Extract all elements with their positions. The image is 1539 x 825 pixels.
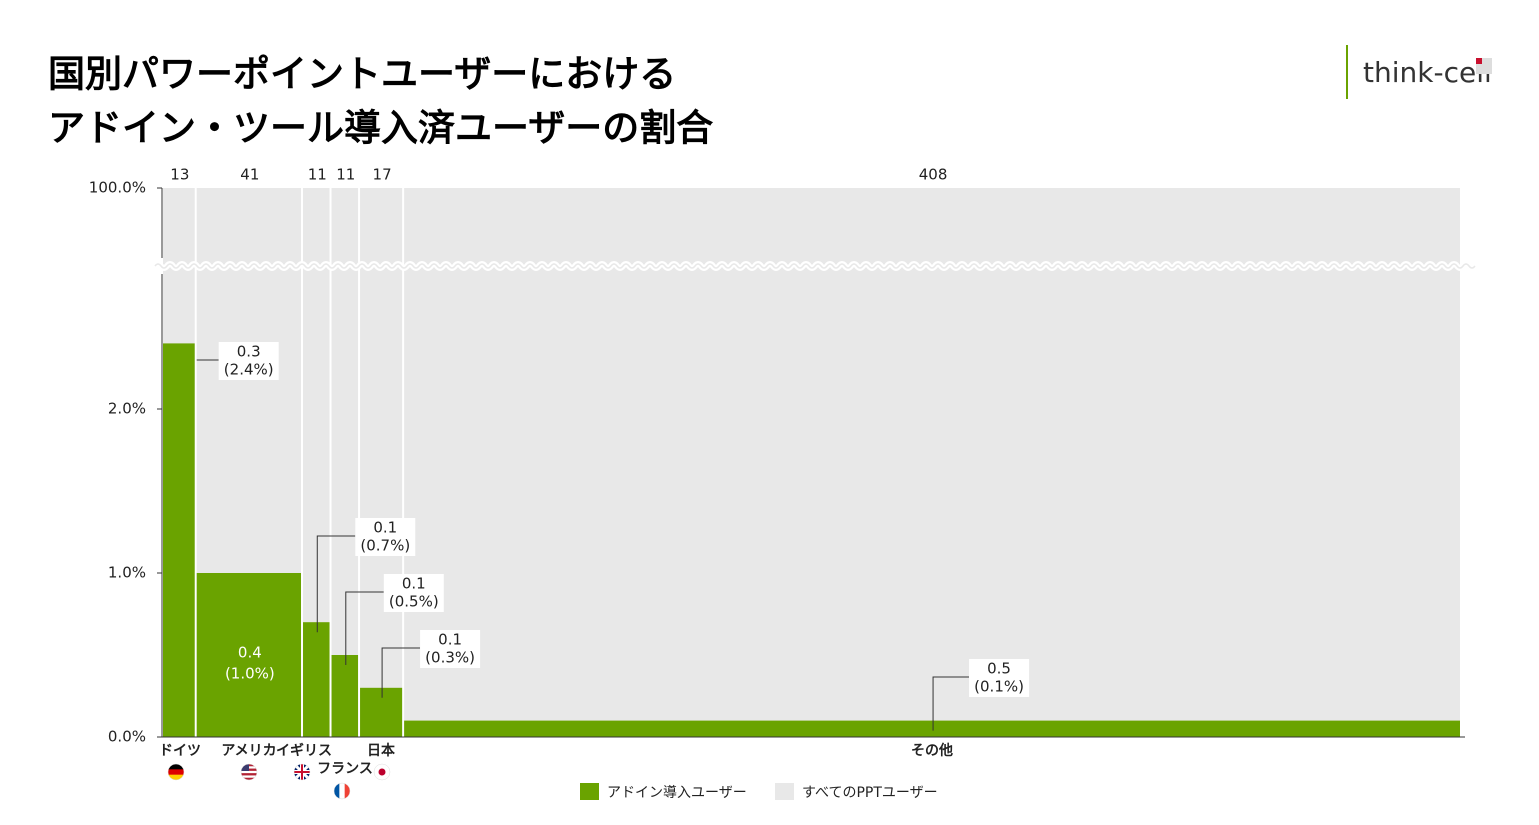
- chart-title: アドイン・ツール導入済ユーザーの割合: [48, 107, 713, 150]
- flag-canton: [241, 764, 249, 771]
- width-label: 11: [308, 166, 327, 184]
- width-label: 41: [240, 166, 259, 184]
- background-bar: [404, 188, 1461, 737]
- x-tick-label: フランス: [317, 761, 373, 777]
- background-bar: [331, 188, 359, 737]
- flag-rim: [167, 763, 185, 781]
- y-tick-label: 0.0%: [108, 728, 146, 746]
- bar: [404, 720, 1461, 737]
- flag-stripe: [241, 777, 257, 780]
- value-label: (1.0%): [225, 665, 275, 683]
- flag-stripe: [241, 770, 257, 774]
- x-tick-label: アメリカ: [221, 743, 276, 759]
- chart-title: 国別パワーポイントユーザーにおける: [48, 53, 676, 96]
- legend-label: すべてのPPTユーザー: [802, 785, 938, 801]
- y-tick-label: 100.0%: [89, 179, 146, 197]
- flag: [168, 764, 184, 780]
- label-box: [218, 342, 279, 380]
- width-label: 11: [336, 166, 355, 184]
- value-label: (2.4%): [224, 361, 274, 379]
- count-label: 0.1: [373, 519, 397, 537]
- count-label: 0.1: [402, 575, 426, 593]
- flag: [294, 764, 310, 780]
- flag: [334, 783, 350, 799]
- flag-stripe: [241, 773, 257, 776]
- legend-swatch: [775, 783, 794, 800]
- value-label: (0.7%): [360, 537, 410, 555]
- count-label: 0.5: [987, 660, 1011, 678]
- bar: [163, 343, 195, 737]
- x-tick-label: その他: [911, 742, 953, 759]
- x-tick-label: ドイツ: [159, 743, 201, 759]
- leader: [381, 647, 421, 698]
- label-box: [420, 630, 481, 668]
- legend-swatch: [580, 783, 599, 800]
- value-label: (0.1%): [974, 678, 1024, 696]
- label-box: [969, 659, 1030, 697]
- count-label: 0.1: [438, 631, 462, 649]
- flag: [374, 764, 390, 780]
- bar: [331, 655, 359, 737]
- y-tick-label: 2.0%: [108, 400, 146, 418]
- bar: [303, 622, 330, 737]
- logo-icon: [1476, 58, 1482, 64]
- legend-label: アドイン導入ユーザー: [607, 785, 747, 801]
- width-label: 408: [919, 166, 948, 184]
- leader: [932, 676, 970, 731]
- label-box: [383, 574, 444, 612]
- flag-rim: [333, 782, 351, 800]
- flag-rim: [293, 763, 311, 781]
- axis-break: [154, 263, 1476, 269]
- value-label: (0.5%): [389, 593, 439, 611]
- leader: [316, 535, 356, 633]
- flag: [241, 764, 257, 780]
- label-box: [355, 518, 416, 556]
- flag-stripe: [168, 764, 184, 770]
- flag-stripe: [168, 769, 184, 776]
- value-label: (0.3%): [425, 649, 475, 667]
- leader: [345, 591, 384, 665]
- width-label: 17: [373, 166, 392, 184]
- x-tick-label: 日本: [367, 742, 396, 759]
- flag-stripe: [344, 783, 350, 799]
- flag-cross: [294, 764, 310, 780]
- flag-rim: [373, 763, 391, 781]
- count-label: 0.3: [237, 343, 261, 361]
- bar: [360, 687, 403, 737]
- background-bar: [360, 188, 403, 737]
- flag-stripe: [168, 774, 184, 780]
- flag-stripe: [334, 783, 340, 799]
- flag-disc: [378, 768, 386, 776]
- bar: [196, 573, 302, 737]
- y-tick-label: 1.0%: [108, 564, 146, 582]
- width-label: 13: [170, 166, 189, 184]
- flag-rim: [240, 763, 258, 781]
- logo: think-cell: [1363, 56, 1492, 89]
- x-tick-label: イギリス: [276, 742, 332, 759]
- flag-stripe: [241, 775, 257, 779]
- count-label: 0.4: [238, 644, 262, 662]
- flag-stripe: [339, 783, 346, 799]
